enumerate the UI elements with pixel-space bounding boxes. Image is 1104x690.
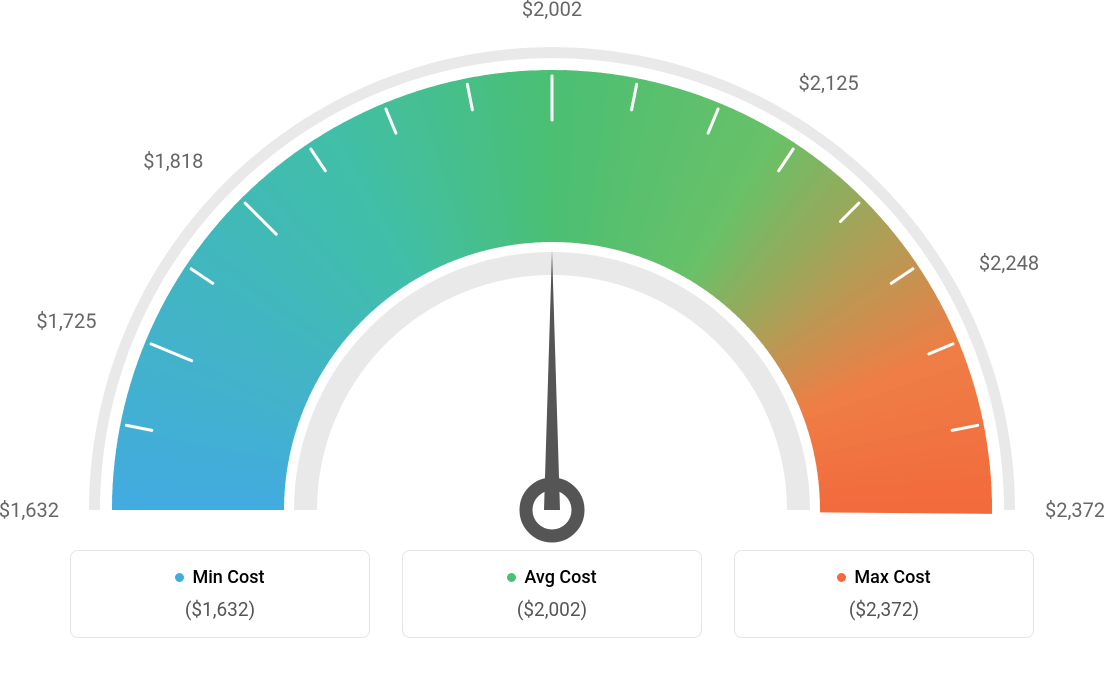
legend-dot-max [837, 573, 846, 582]
legend-label-min: Min Cost [192, 567, 264, 588]
legend-title-avg: Avg Cost [427, 567, 677, 588]
legend-value-avg: ($2,002) [427, 598, 677, 621]
gauge-tick-label: $1,818 [143, 149, 203, 173]
gauge-tick-label: $2,125 [799, 71, 859, 95]
legend-card-max: Max Cost ($2,372) [734, 550, 1034, 638]
legend-dot-min [175, 573, 184, 582]
legend-title-min: Min Cost [95, 567, 345, 588]
legend-label-avg: Avg Cost [524, 567, 596, 588]
gauge-tick-label: $1,725 [36, 309, 96, 333]
legend-label-max: Max Cost [854, 567, 930, 588]
legend-row: Min Cost ($1,632) Avg Cost ($2,002) Max … [0, 550, 1104, 638]
legend-value-min: ($1,632) [95, 598, 345, 621]
legend-title-max: Max Cost [759, 567, 1009, 588]
gauge-svg [0, 0, 1104, 560]
legend-card-avg: Avg Cost ($2,002) [402, 550, 702, 638]
gauge-tick-label: $1,632 [0, 498, 59, 522]
gauge-tick-label: $2,372 [1045, 498, 1104, 522]
gauge-chart: $1,632 $1,725 $1,818 $2,002 $2,125 $2,248 $2,3… [0, 0, 1104, 560]
legend-value-max: ($2,372) [759, 598, 1009, 621]
legend-dot-avg [507, 573, 516, 582]
gauge-tick-label: $2,248 [979, 251, 1039, 275]
legend-card-min: Min Cost ($1,632) [70, 550, 370, 638]
gauge-tick-label: $2,002 [522, 0, 582, 21]
